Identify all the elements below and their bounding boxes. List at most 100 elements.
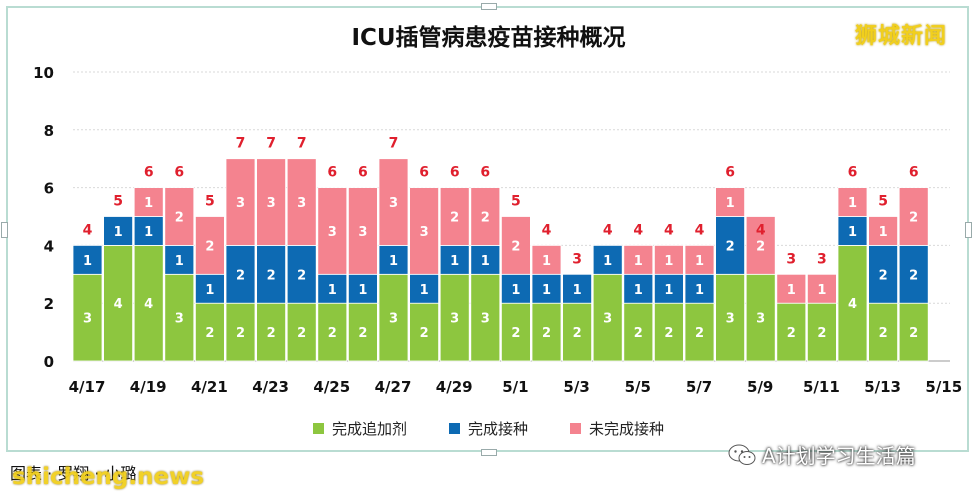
segment-value-label: 1 (634, 283, 643, 298)
segment-value-label: 3 (420, 225, 429, 240)
x-tick-label: 5/9 (747, 378, 773, 396)
x-tick-label: 4/25 (313, 378, 350, 396)
bar-segment (654, 302, 684, 362)
wechat-icon (728, 444, 756, 465)
bar-segment (409, 302, 440, 362)
y-tick-label: 8 (44, 122, 54, 140)
bar-segment (439, 244, 470, 275)
resize-handle-left[interactable] (1, 222, 8, 238)
resize-handle-top[interactable] (481, 3, 497, 10)
total-value-label: 3 (817, 251, 827, 267)
x-tick-label: 5/11 (803, 378, 840, 396)
segment-value-label: 1 (603, 254, 612, 269)
bar-segment (470, 187, 501, 246)
total-value-label: 6 (327, 165, 337, 181)
segment-value-label: 3 (83, 312, 92, 327)
segment-value-label: 1 (664, 283, 673, 298)
x-tick-label: 4/19 (130, 378, 167, 396)
resize-handle-right[interactable] (965, 222, 972, 238)
segment-value-label: 2 (358, 326, 367, 341)
bar-segment (837, 216, 868, 246)
total-value-label: 7 (297, 136, 307, 152)
segment-value-label: 1 (358, 283, 367, 298)
total-value-label: 3 (786, 251, 796, 267)
total-value-label: 4 (756, 222, 766, 238)
bar-segment (470, 244, 501, 275)
total-value-label: 4 (603, 222, 613, 238)
segment-value-label: 1 (389, 254, 398, 269)
segment-value-label: 2 (511, 326, 520, 341)
footer-credit: 图表 · 罗翔 · 小璐 (10, 464, 137, 483)
segment-value-label: 1 (695, 283, 704, 298)
segment-value-label: 3 (756, 312, 765, 327)
bar-segment (378, 158, 409, 246)
segment-value-label: 1 (817, 283, 826, 298)
bar-segment (409, 187, 440, 275)
segment-value-label: 1 (511, 283, 520, 298)
bar-segment (531, 273, 562, 304)
y-tick-label: 10 (33, 64, 54, 82)
x-tick-label: 4/29 (436, 378, 473, 396)
segment-value-label: 2 (542, 326, 551, 341)
bar-segment (684, 273, 715, 304)
segment-value-label: 1 (205, 283, 214, 298)
segment-value-label: 2 (236, 326, 245, 341)
bar-segment (654, 244, 684, 275)
total-value-label: 4 (633, 222, 643, 238)
bar-segment (378, 244, 409, 275)
watermark-text: shicheng.news (12, 464, 205, 490)
bar-segment (133, 244, 164, 362)
total-value-label: 6 (419, 165, 429, 181)
x-tick-label: 5/13 (864, 378, 901, 396)
segment-value-label: 3 (481, 312, 490, 327)
bar-segment (317, 187, 348, 275)
segment-value-label: 2 (267, 268, 276, 283)
segment-value-label: 2 (909, 211, 918, 226)
segment-value-label: 1 (848, 196, 857, 211)
segment-value-label: 3 (267, 196, 276, 211)
segment-value-label: 3 (175, 312, 184, 327)
segment-value-label: 1 (450, 254, 459, 269)
segment-value-label: 1 (787, 283, 796, 298)
resize-handle-bottom[interactable] (481, 449, 497, 456)
x-tick-label: 5/5 (625, 378, 651, 396)
bar-segment (317, 302, 348, 362)
bar-segment (256, 158, 287, 246)
bar-segment (837, 187, 868, 217)
legend-label: 未完成接种 (589, 420, 665, 438)
segment-value-label: 2 (573, 326, 582, 341)
segment-value-label: 1 (481, 254, 490, 269)
bar-segment (133, 187, 164, 217)
segment-value-label: 2 (175, 211, 184, 226)
segment-value-label: 2 (879, 268, 888, 283)
bar-segment (194, 302, 225, 362)
segment-value-label: 4 (114, 297, 123, 312)
bar-segment (164, 244, 195, 275)
total-value-label: 4 (542, 222, 552, 238)
bar-segment (745, 216, 776, 275)
segment-value-label: 1 (542, 283, 551, 298)
bar-segment (347, 302, 378, 362)
x-tick-label: 5/7 (686, 378, 712, 396)
chart-title: ICU插管病患疫苗接种概况 (351, 25, 626, 51)
bar-segment (776, 273, 807, 304)
total-value-label: 7 (266, 136, 276, 152)
bar-segment (72, 273, 103, 362)
segment-value-label: 1 (695, 254, 704, 269)
segment-value-label: 3 (297, 196, 306, 211)
x-tick-label: 4/17 (69, 378, 106, 396)
bar-segment (256, 302, 287, 362)
segment-value-label: 1 (175, 254, 184, 269)
total-value-label: 7 (389, 136, 399, 152)
total-value-label: 5 (878, 194, 888, 210)
segment-value-label: 4 (848, 297, 857, 312)
bar-segment (72, 244, 103, 275)
bar-segment (164, 273, 195, 362)
legend-swatch (570, 423, 581, 434)
segment-value-label: 2 (909, 268, 918, 283)
bar-segment (807, 302, 837, 362)
segment-value-label: 1 (879, 225, 888, 240)
bar-segment (103, 244, 133, 362)
bar-segment (684, 302, 715, 362)
segment-value-label: 2 (450, 211, 459, 226)
